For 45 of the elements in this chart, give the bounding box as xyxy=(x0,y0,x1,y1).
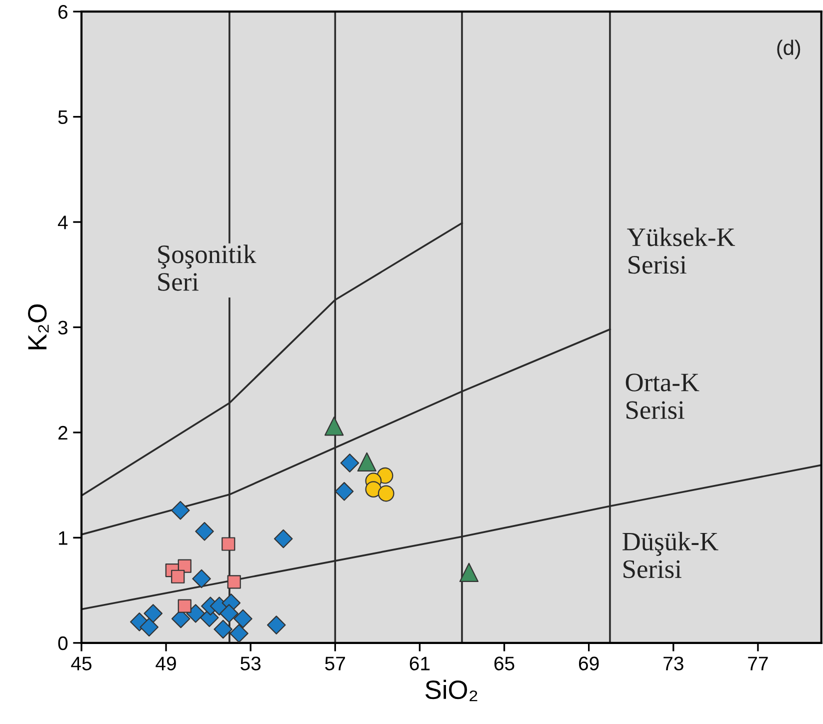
point xyxy=(378,485,394,502)
point xyxy=(195,522,214,541)
annotation: (d) xyxy=(777,40,800,60)
point xyxy=(334,482,354,501)
annotation: Düşük-K Serisi xyxy=(622,532,718,578)
x-tick-label: 69 xyxy=(578,656,599,670)
point xyxy=(234,609,252,628)
x-tick-label: 45 xyxy=(71,656,92,670)
point xyxy=(214,620,233,639)
point xyxy=(340,454,360,472)
annotation: Yüksek-K Serisi xyxy=(627,228,736,274)
point xyxy=(365,481,382,498)
x-tick-label: 57 xyxy=(325,656,345,670)
y-tick-label: 5 xyxy=(58,110,68,124)
point xyxy=(459,562,479,582)
x-tick-label: 49 xyxy=(156,656,176,670)
y-axis-title: K₂O xyxy=(28,304,49,350)
x-axis-title: SiO₂ xyxy=(426,680,478,702)
x-tick-label: 77 xyxy=(748,656,768,670)
annotation: Orta-K Serisi xyxy=(626,374,700,419)
x-tick-label: 53 xyxy=(240,656,261,670)
y-tick-label: 6 xyxy=(58,5,68,19)
point xyxy=(171,500,190,520)
y-tick-label: 0 xyxy=(58,636,68,650)
y-tick-label: 1 xyxy=(58,531,68,545)
point xyxy=(357,452,376,472)
point xyxy=(140,618,159,637)
x-tick-label: 65 xyxy=(494,656,514,670)
point xyxy=(192,569,211,588)
point xyxy=(230,624,248,643)
point xyxy=(324,416,344,436)
point xyxy=(144,604,163,623)
point xyxy=(227,575,241,589)
y-tick-label: 2 xyxy=(58,426,68,440)
annotation: Şoşonitik Seri xyxy=(158,244,256,291)
y-tick-label: 3 xyxy=(58,320,68,334)
point xyxy=(266,616,286,634)
x-tick-label: 61 xyxy=(410,656,430,670)
x-tick-label: 73 xyxy=(664,656,684,670)
y-tick-label: 4 xyxy=(58,216,68,230)
point xyxy=(171,570,185,584)
point xyxy=(178,599,192,613)
point xyxy=(222,537,236,551)
point xyxy=(220,604,238,623)
point xyxy=(274,529,293,548)
